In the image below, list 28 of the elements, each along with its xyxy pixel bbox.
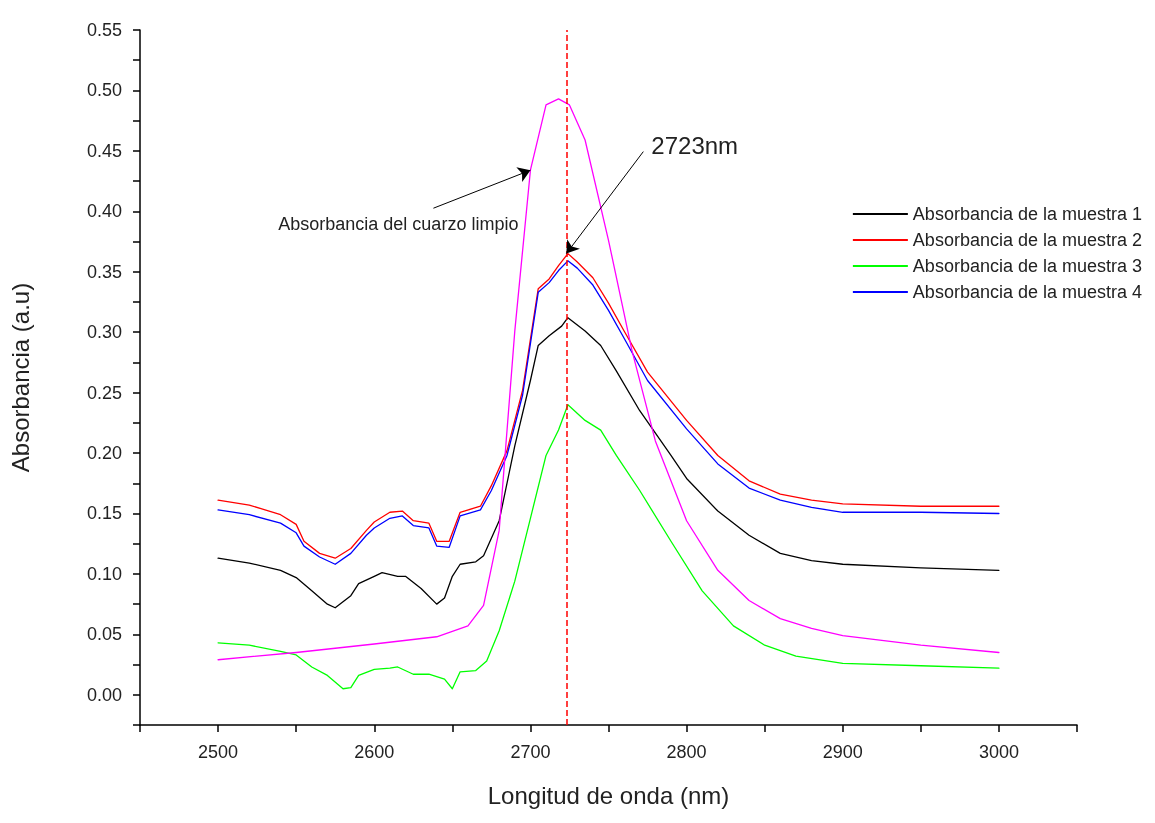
x-tick-label: 3000 [978, 742, 1019, 762]
y-tick-label: 0.25 [86, 382, 122, 403]
legend-label: Absorbancia de la muestra 1 [912, 204, 1143, 224]
y-tick-label: 0.20 [86, 443, 122, 464]
y-tick-label: 0.55 [86, 20, 122, 40]
y-tick-label: 0.45 [86, 140, 122, 161]
y-axis-title: Absorbancia (a.u) [6, 282, 34, 473]
y-tick-label: 0.35 [86, 261, 122, 282]
x-tick-label: 2700 [510, 742, 551, 762]
x-tick-label: 2800 [666, 742, 707, 762]
legend-label: Absorbancia de la muestra 4 [912, 282, 1143, 302]
line-series [217, 317, 1000, 609]
y-tick-label: 0.10 [86, 563, 122, 584]
y-tick-label: 0.50 [86, 80, 122, 101]
legend-label: Absorbancia de la muestra 3 [912, 256, 1143, 276]
annotation: Absorbancia del cuarzo limpio [278, 214, 519, 235]
x-axis-title: Longitud de onda (nm) [487, 781, 730, 809]
line-series [217, 404, 1000, 690]
annotation: 2723nm [651, 132, 739, 160]
x-tick-label: 2500 [198, 742, 239, 762]
legend-label: Absorbancia de la muestra 2 [912, 230, 1143, 250]
y-tick-label: 0.15 [86, 503, 122, 524]
y-tick-label: 0.00 [86, 684, 122, 705]
x-tick-label: 2900 [822, 742, 863, 762]
x-tick-label: 2600 [354, 742, 395, 762]
y-tick-label: 0.40 [86, 201, 122, 222]
y-tick-label: 0.30 [86, 322, 122, 343]
y-tick-label: 0.05 [86, 624, 122, 645]
